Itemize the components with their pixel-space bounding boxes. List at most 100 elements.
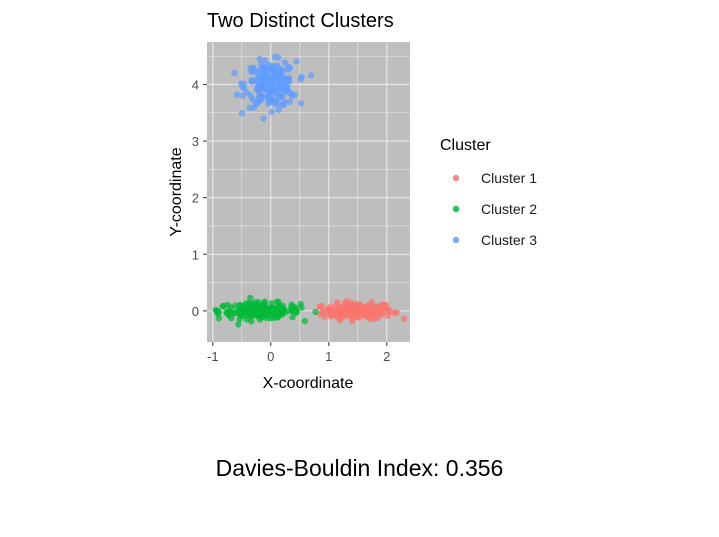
legend-label: Cluster 3 bbox=[481, 232, 537, 248]
legend-item: Cluster 3 bbox=[452, 232, 537, 248]
data-point bbox=[264, 100, 272, 107]
data-point bbox=[252, 100, 260, 107]
data-point bbox=[263, 84, 270, 91]
data-point bbox=[312, 308, 319, 316]
data-point bbox=[291, 91, 299, 99]
legend-item: Cluster 1 bbox=[452, 170, 537, 186]
x-tick-label: 1 bbox=[325, 349, 332, 364]
data-point bbox=[269, 309, 276, 316]
data-point bbox=[240, 85, 248, 92]
data-point bbox=[258, 80, 265, 87]
data-point bbox=[241, 80, 248, 88]
data-point bbox=[213, 307, 220, 315]
chart-title: Two Distinct Clusters bbox=[207, 10, 394, 32]
data-point bbox=[344, 305, 351, 312]
data-point bbox=[236, 301, 243, 309]
x-tick-label: 0 bbox=[267, 349, 274, 364]
data-point bbox=[330, 306, 338, 314]
data-point bbox=[274, 94, 281, 101]
y-tick-label: 4 bbox=[192, 77, 199, 92]
data-point bbox=[260, 66, 268, 73]
legend-item: Cluster 2 bbox=[452, 201, 537, 217]
legend-key bbox=[452, 205, 460, 213]
data-point bbox=[278, 101, 285, 109]
data-point bbox=[401, 315, 408, 322]
x-tick-label: 2 bbox=[383, 349, 390, 364]
data-point bbox=[251, 299, 258, 306]
data-point bbox=[227, 304, 234, 311]
data-point bbox=[324, 306, 331, 313]
data-point bbox=[275, 54, 282, 61]
data-point bbox=[250, 77, 257, 85]
data-point bbox=[261, 57, 269, 64]
data-point bbox=[250, 68, 257, 75]
data-point bbox=[233, 91, 241, 98]
data-point bbox=[258, 304, 265, 311]
data-point bbox=[316, 303, 324, 310]
data-point bbox=[271, 70, 278, 77]
data-point bbox=[254, 310, 261, 318]
y-axis-ticks: 0 1 2 3 4 bbox=[192, 77, 207, 319]
data-point bbox=[279, 302, 287, 309]
data-points bbox=[212, 53, 408, 328]
data-point bbox=[231, 69, 238, 77]
y-tick-label: 2 bbox=[192, 191, 199, 206]
data-point bbox=[370, 315, 377, 323]
data-point bbox=[287, 304, 295, 311]
data-point bbox=[260, 115, 267, 122]
data-point bbox=[266, 314, 273, 322]
data-point bbox=[364, 303, 372, 310]
data-point bbox=[286, 98, 293, 106]
data-point bbox=[247, 294, 254, 302]
data-point bbox=[255, 94, 262, 102]
legend-label: Cluster 2 bbox=[481, 201, 537, 217]
y-tick-label: 0 bbox=[192, 304, 199, 319]
data-point bbox=[238, 110, 246, 117]
x-axis-title: X-coordinate bbox=[263, 375, 354, 392]
data-point bbox=[231, 309, 239, 317]
legend-key bbox=[452, 236, 460, 244]
data-point bbox=[281, 85, 289, 92]
data-point bbox=[268, 108, 275, 116]
legend-title: Cluster bbox=[440, 137, 491, 154]
data-point bbox=[275, 106, 282, 113]
data-point bbox=[380, 301, 387, 309]
legend-label: Cluster 1 bbox=[481, 170, 537, 186]
data-point bbox=[255, 70, 262, 77]
data-point bbox=[354, 308, 362, 315]
data-point bbox=[284, 66, 292, 73]
davies-bouldin-caption: Davies-Bouldin Index: 0.356 bbox=[215, 455, 504, 481]
data-point bbox=[253, 86, 260, 93]
data-point bbox=[384, 307, 391, 315]
data-point bbox=[297, 100, 305, 107]
data-point bbox=[281, 59, 289, 66]
data-point bbox=[274, 62, 281, 69]
data-point bbox=[286, 89, 293, 97]
data-point bbox=[336, 316, 344, 324]
data-point bbox=[301, 317, 309, 325]
data-point bbox=[273, 100, 280, 108]
plot-panel bbox=[207, 42, 410, 342]
x-tick-label: -1 bbox=[207, 349, 219, 364]
data-point bbox=[297, 300, 304, 308]
x-axis-ticks: -1 0 1 2 bbox=[207, 342, 390, 364]
data-point bbox=[246, 300, 253, 307]
data-point bbox=[220, 302, 227, 310]
data-point bbox=[286, 78, 293, 85]
legend: Cluster Cluster 1 Cluster 2 Cluster 3 bbox=[440, 137, 537, 248]
data-point bbox=[260, 72, 267, 79]
y-axis-title: Y-coordinate bbox=[168, 147, 185, 236]
data-point bbox=[289, 314, 296, 321]
y-tick-label: 3 bbox=[192, 134, 199, 149]
data-point bbox=[334, 299, 341, 306]
legend-key bbox=[452, 174, 460, 182]
data-point bbox=[297, 76, 304, 83]
data-point bbox=[384, 312, 392, 320]
data-point bbox=[248, 318, 255, 325]
grid-minor bbox=[207, 42, 410, 342]
data-point bbox=[237, 307, 245, 315]
data-point bbox=[307, 72, 315, 79]
data-point bbox=[368, 298, 376, 305]
data-point bbox=[235, 321, 242, 328]
